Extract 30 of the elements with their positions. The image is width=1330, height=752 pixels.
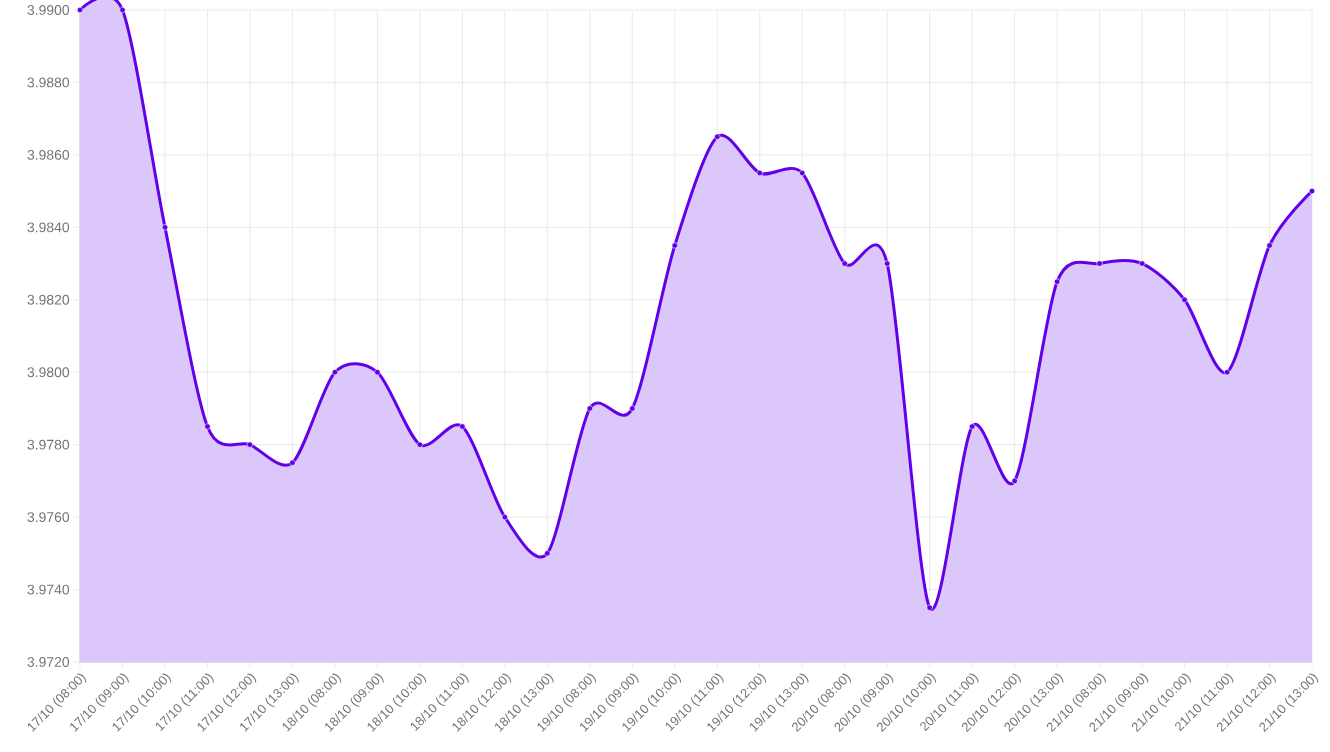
point (161, 224, 169, 231)
point (671, 242, 678, 249)
point (289, 459, 296, 466)
point (331, 369, 338, 376)
point (799, 169, 806, 177)
point (969, 423, 976, 430)
point (884, 260, 891, 267)
point (756, 169, 763, 177)
point (1096, 260, 1103, 267)
point (1011, 477, 1018, 484)
point (1266, 242, 1273, 249)
point (119, 6, 126, 14)
point (459, 423, 466, 430)
point (629, 405, 636, 412)
point (1139, 260, 1146, 267)
point (246, 441, 254, 448)
point (501, 514, 508, 521)
point (926, 604, 933, 611)
point (841, 260, 848, 267)
point (1181, 296, 1188, 303)
point (1308, 188, 1316, 195)
point (586, 405, 593, 412)
point (76, 6, 84, 14)
point (374, 369, 381, 376)
point (1223, 369, 1231, 376)
point (544, 550, 551, 557)
point (714, 133, 721, 140)
point (416, 441, 423, 448)
point (204, 423, 211, 430)
point (1054, 278, 1061, 285)
